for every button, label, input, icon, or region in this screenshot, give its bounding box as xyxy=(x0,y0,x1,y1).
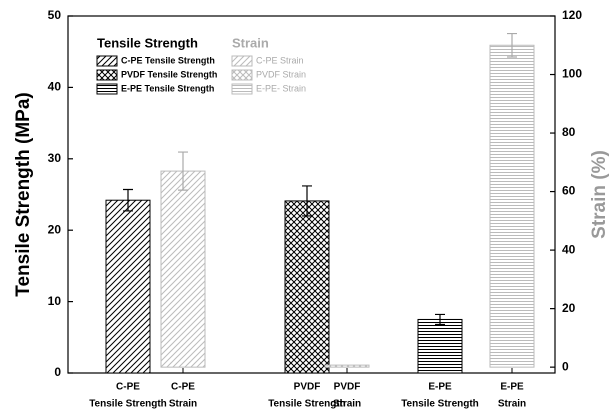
legend-title: Tensile Strength xyxy=(97,35,198,50)
y2-tick-label: 100 xyxy=(562,67,582,81)
x-tick-label: C-PE xyxy=(171,382,195,393)
legend-label: C-PE Strain xyxy=(256,55,304,65)
legend-swatch xyxy=(231,55,253,67)
y2-tick-label: 0 xyxy=(562,359,569,373)
y-tick-label: 10 xyxy=(48,294,62,308)
error-bar xyxy=(123,188,133,212)
legend-label: PVDF Tensile Strength xyxy=(121,69,217,79)
legend-swatch xyxy=(231,83,253,95)
bar xyxy=(417,318,463,374)
x-tick-label: Tensile Strength xyxy=(89,399,167,410)
error-bar xyxy=(302,185,312,217)
x-tick-label: Strain xyxy=(333,399,361,410)
bar xyxy=(489,44,535,368)
y-axis-label: Tensile Strength (MPa) xyxy=(13,92,34,296)
error-bar xyxy=(435,313,445,326)
legend-swatch xyxy=(231,69,253,81)
bar xyxy=(324,364,370,368)
y2-tick-label: 80 xyxy=(562,125,576,139)
legend-swatch xyxy=(96,55,118,67)
y2-tick-label: 40 xyxy=(562,242,576,256)
legend-label: C-PE Tensile Strength xyxy=(121,55,215,65)
y-tick-label: 0 xyxy=(54,365,61,379)
x-tick-label: E-PE xyxy=(500,382,524,393)
x-tick-label: Strain xyxy=(498,399,526,410)
x-tick-label: E-PE xyxy=(428,382,452,393)
bar xyxy=(105,199,151,374)
y2-tick-label: 20 xyxy=(562,301,576,315)
error-bar xyxy=(507,32,517,58)
legend-swatch xyxy=(96,69,118,81)
y-tick-label: 20 xyxy=(48,222,62,236)
legend-title: Strain xyxy=(232,35,269,50)
y-tick-label: 30 xyxy=(48,151,62,165)
legend-label: E-PE- Strain xyxy=(256,83,306,93)
x-tick-label: Tensile Strength xyxy=(401,399,479,410)
x-tick-label: PVDF xyxy=(334,382,361,393)
y2-tick-label: 120 xyxy=(562,8,582,22)
x-tick-label: Strain xyxy=(169,399,197,410)
y2-tick-label: 60 xyxy=(562,184,576,198)
error-bar xyxy=(178,151,188,191)
y-tick-label: 50 xyxy=(48,8,62,22)
legend-label: E-PE Tensile Strength xyxy=(121,83,214,93)
x-tick-label: Tensile Strength xyxy=(268,399,346,410)
legend-swatch xyxy=(96,83,118,95)
x-tick-label: C-PE xyxy=(116,382,140,393)
bar xyxy=(284,200,330,374)
y2-axis-label: Strain (%) xyxy=(589,150,610,239)
legend-label: PVDF Strain xyxy=(256,69,306,79)
x-tick-label: PVDF xyxy=(294,382,321,393)
bar xyxy=(160,170,206,368)
y-tick-label: 40 xyxy=(48,80,62,94)
